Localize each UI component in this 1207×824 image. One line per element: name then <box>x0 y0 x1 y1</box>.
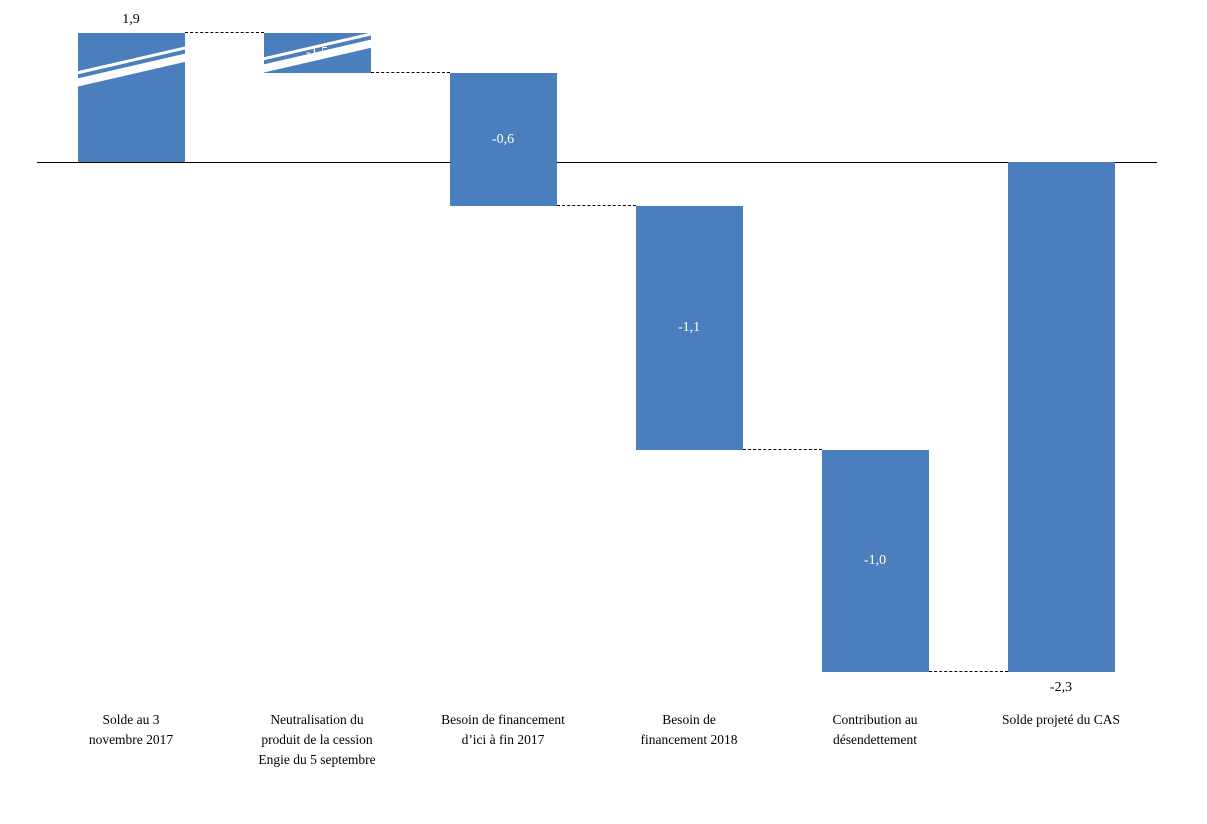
value-label-6: -2,3 <box>1049 679 1073 695</box>
category-label-5: Contribution au désendettement <box>770 710 980 750</box>
category-label-3: Besoin de financement d’ici à fin 2017 <box>398 710 608 750</box>
value-label-2: -1,5 <box>305 45 329 61</box>
category-label-line: Solde au 3 <box>102 712 160 727</box>
waterfall-bar-1 <box>77 33 185 162</box>
category-label-line: Besoin de <box>662 712 716 727</box>
connector-line-2 <box>370 72 450 74</box>
value-label-3: -0,6 <box>491 131 515 147</box>
value-label-4: -1,1 <box>677 320 701 336</box>
connector-line-4 <box>742 449 822 451</box>
value-label-1: 1,9 <box>122 12 140 27</box>
waterfall-bar-5 <box>821 450 929 672</box>
category-label-line: Solde projeté du CAS <box>1001 712 1121 727</box>
waterfall-bar-4 <box>635 206 743 451</box>
category-label-line: novembre 2017 <box>88 732 174 747</box>
waterfall-bar-3 <box>449 73 557 207</box>
category-label-line: désendettement <box>833 732 917 747</box>
x-axis-zero-line <box>37 162 1157 163</box>
category-label-6: Solde projeté du CAS <box>956 710 1166 730</box>
category-label-line: financement 2018 <box>640 732 738 747</box>
category-label-line: d’ici à fin 2017 <box>461 732 545 747</box>
connector-line-1 <box>184 32 264 33</box>
connector-line-3 <box>556 205 636 207</box>
value-label-5: -1,0 <box>863 553 887 569</box>
category-label-line: Contribution au <box>832 712 918 727</box>
category-label-2: Neutralisation du produit de la cession En… <box>212 710 422 770</box>
connector-line-5 <box>928 670 1008 672</box>
waterfall-bar-6 <box>1007 162 1115 672</box>
category-label-line: Neutralisation du <box>270 712 364 727</box>
category-label-line: Engie du 5 septembre <box>258 752 376 767</box>
category-label-1: Solde au 3 novembre 2017 <box>26 710 236 750</box>
category-label-line: produit de la cession <box>261 732 373 747</box>
category-label-line: Besoin de financement <box>441 712 565 727</box>
category-label-4: Besoin de financement 2018 <box>584 710 794 750</box>
